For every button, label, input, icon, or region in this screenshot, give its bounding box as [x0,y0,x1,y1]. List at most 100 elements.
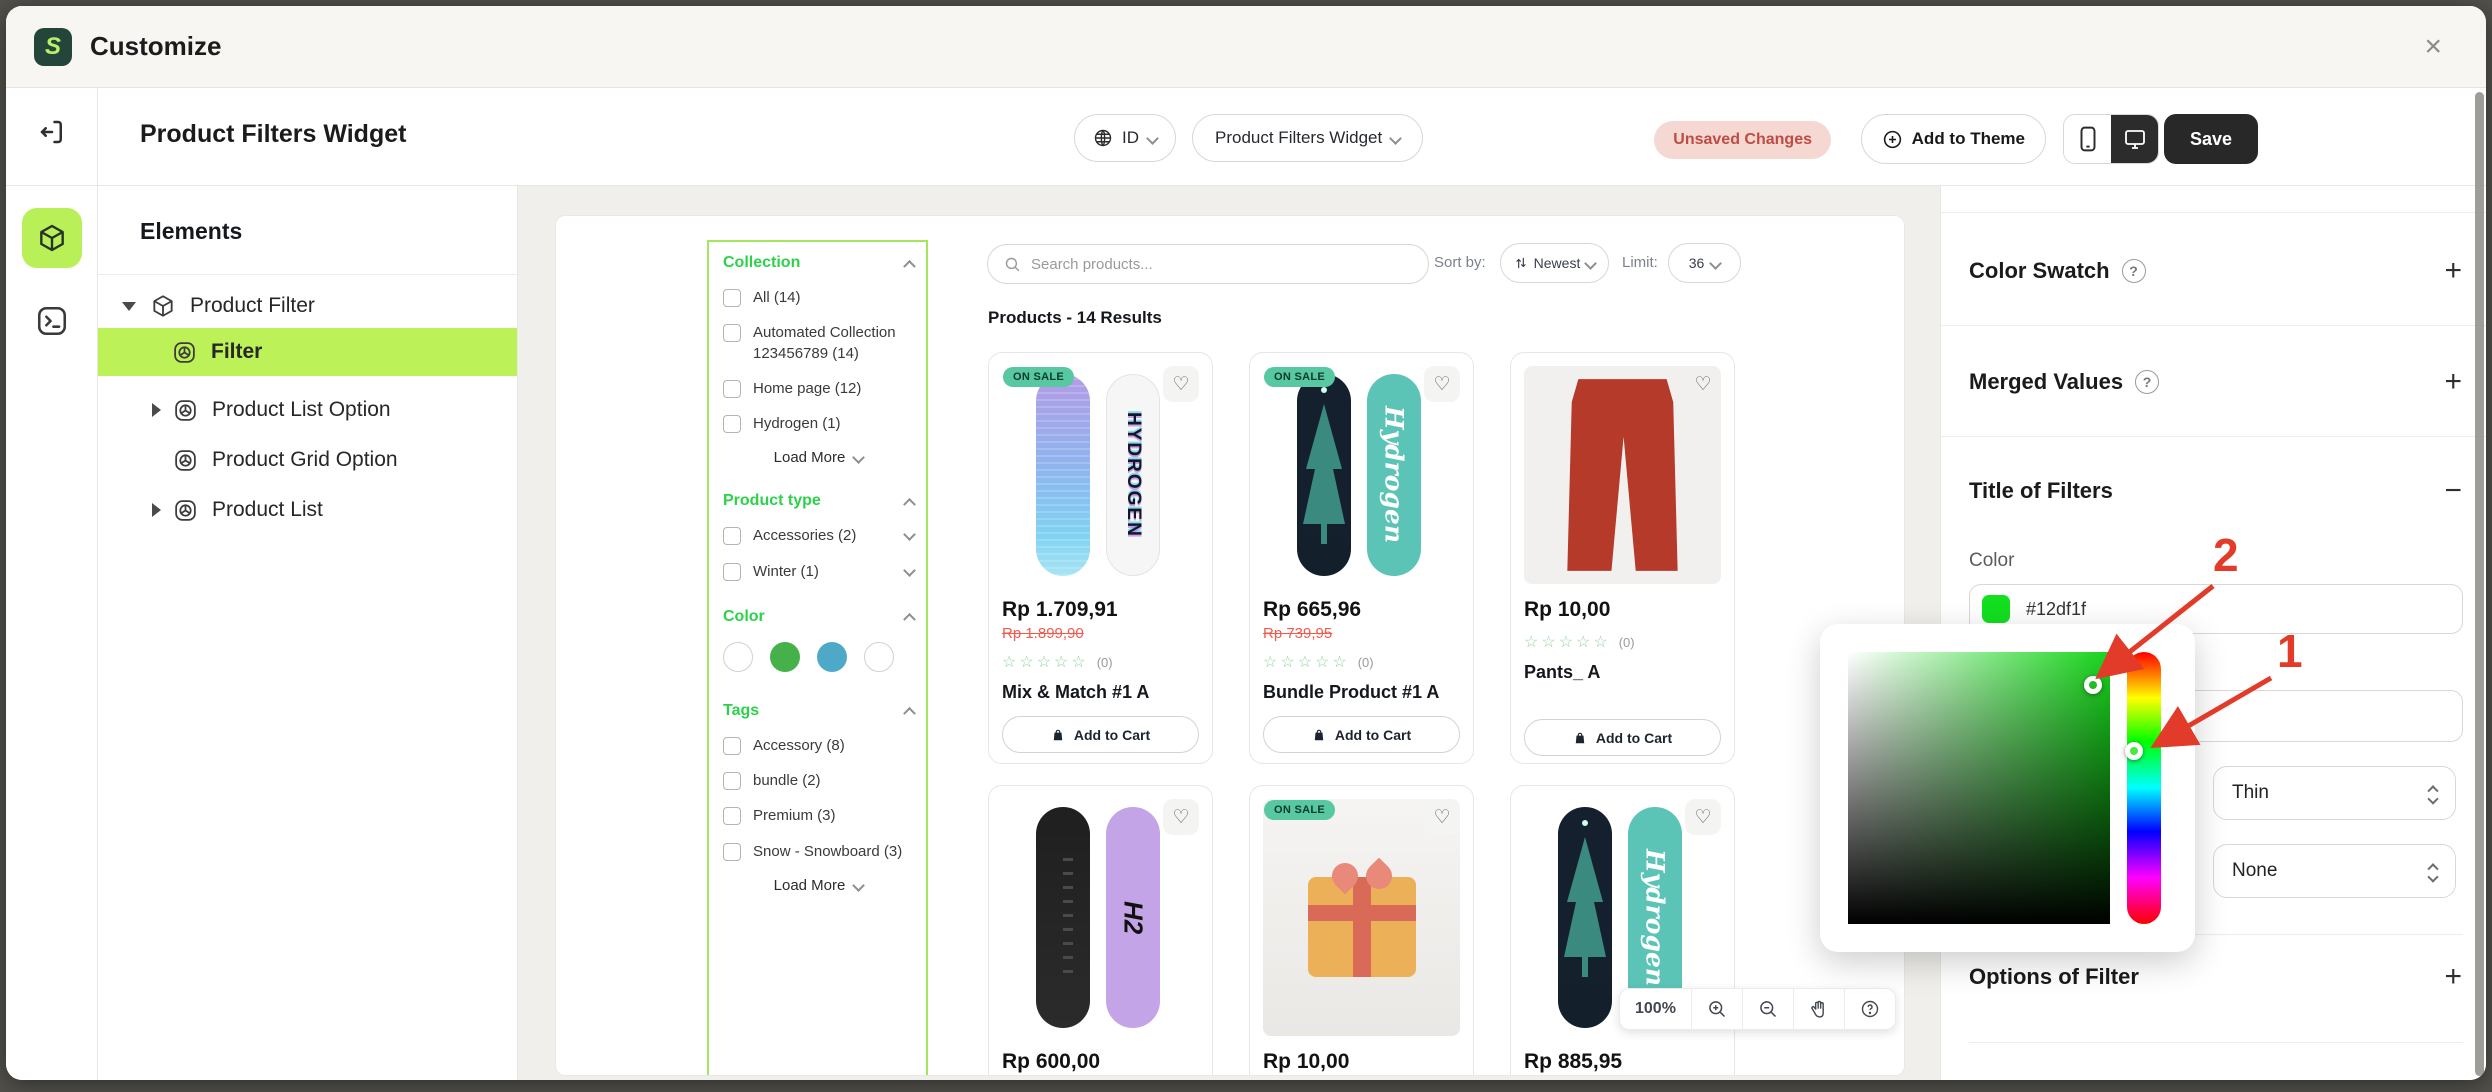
caret-right-icon[interactable] [152,503,161,517]
collapse-chevron-icon[interactable] [903,497,916,511]
mobile-preview-icon[interactable] [2064,115,2111,163]
section-title-of-filters[interactable]: Title of Filters − [1969,468,2462,514]
collapse-chevron-icon[interactable] [903,613,916,626]
secondary-select[interactable]: None [2213,844,2456,898]
device-preview-toggle[interactable] [2063,114,2159,164]
product-title[interactable]: Bundle Product #1 A [1263,682,1440,702]
zoom-out-icon[interactable] [1741,989,1793,1029]
wishlist-heart-icon[interactable]: ♡ [1685,799,1721,835]
product-title[interactable]: Mix & Match #1 A [1002,682,1150,702]
filter-option[interactable]: Winter (1) [723,562,916,582]
search-input[interactable]: Search products... [987,244,1429,284]
expand-icon[interactable]: + [2444,254,2462,287]
elements-tab-icon[interactable] [22,208,82,268]
collapse-chevron-icon[interactable] [903,259,916,273]
tree-item-filter[interactable]: Filter [98,328,517,376]
section-options-of-filter[interactable]: Options of Filter + [1969,954,2462,1000]
section-title: Title of Filters [1969,478,2113,503]
tree-item-product-filter[interactable]: Product Filter [98,286,517,326]
checkbox[interactable] [723,736,741,755]
wishlist-heart-icon[interactable]: ♡ [1694,373,1712,395]
scrollbar[interactable] [2475,92,2484,1076]
chevron-down-icon[interactable] [903,528,916,542]
color-filter-swatch[interactable] [770,641,800,672]
filter-option[interactable]: Accessories (2) [723,526,916,546]
saturation-value-area[interactable] [1848,652,2110,924]
wishlist-heart-icon[interactable]: ♡ [1163,799,1199,835]
load-more-button[interactable]: Load More [723,449,914,466]
select-updown-icon [2427,862,2439,883]
checkbox[interactable] [723,324,741,343]
checkbox[interactable] [723,772,741,790]
on-sale-badge: ON SALE [1264,800,1335,820]
add-to-cart-button[interactable]: Add to Cart [1002,716,1199,753]
load-more-button[interactable]: Load More [723,877,914,894]
section-color-swatch[interactable]: Color Swatch ? + [1969,248,2462,294]
hue-slider[interactable] [2125,652,2161,924]
desktop-preview-icon[interactable] [2111,115,2158,163]
pan-hand-icon[interactable] [1792,989,1844,1029]
product-card[interactable]: ON SALE ♡ HYDROGEN Rp 1.709,91 Rp 1.899,… [988,352,1213,764]
color-filter-swatch[interactable] [864,641,894,672]
zoom-in-icon[interactable] [1690,989,1742,1029]
checkbox[interactable] [723,807,741,826]
filter-option[interactable]: Snow - Snowboard (3) [723,842,914,862]
chevron-down-icon[interactable] [903,563,916,577]
filter-option[interactable]: Automated Collection 123456789 (14) [723,323,914,364]
filter-option[interactable]: Hydrogen (1) [723,414,914,434]
checkbox[interactable] [723,379,741,398]
hue-cursor[interactable] [2125,742,2143,760]
exit-editor-icon[interactable] [30,110,74,154]
tree-item-product-grid-option[interactable]: Product Grid Option [98,440,517,480]
language-id-dropdown[interactable]: ID [1074,114,1176,162]
collapse-icon[interactable]: − [2444,474,2462,507]
collapse-chevron-icon[interactable] [903,707,916,720]
filter-option[interactable]: bundle (2) [723,771,914,791]
help-icon[interactable]: ? [2135,370,2160,394]
checkbox[interactable] [723,842,741,861]
checkbox[interactable] [723,289,741,307]
checkbox[interactable] [723,527,741,546]
caret-down-icon[interactable] [122,301,136,311]
color-field[interactable]: #12df1f [1969,584,2463,634]
wishlist-heart-icon[interactable]: ♡ [1424,799,1460,835]
add-to-cart-button[interactable]: Add to Cart [1524,719,1721,756]
console-tab-icon[interactable] [29,298,75,344]
tree-item-product-list-option[interactable]: Product List Option [98,390,517,430]
help-icon[interactable]: ? [2121,259,2146,283]
product-card[interactable]: ON SALE ♡ Rp 10,00 [1249,785,1474,1075]
color-filter-swatch[interactable] [723,641,753,672]
help-icon[interactable] [1843,989,1895,1029]
color-hex-value[interactable]: #12df1f [2026,598,2087,619]
color-swatch-preview[interactable] [1982,595,2010,623]
save-button[interactable]: Save [2163,114,2258,164]
caret-right-icon[interactable] [152,403,161,417]
color-filter-swatch[interactable] [817,641,847,672]
limit-dropdown[interactable]: 36 [1668,243,1741,283]
expand-icon[interactable]: + [2444,960,2462,993]
filter-option[interactable]: Premium (3) [723,806,914,826]
add-to-cart-button[interactable]: Add to Cart [1263,716,1460,753]
font-style-select[interactable]: Thin [2213,766,2456,820]
product-card[interactable]: ON SALE ♡ Hydrogen Rp 665,96 Rp 739,95 ☆… [1249,352,1474,764]
checkbox[interactable] [723,415,741,433]
saturation-cursor[interactable] [2084,676,2102,694]
wishlist-heart-icon[interactable]: ♡ [1424,366,1460,402]
add-to-theme-button[interactable]: Add to Theme [1860,114,2046,164]
section-merged-values[interactable]: Merged Values ? + [1969,359,2462,405]
product-title[interactable]: Pants_ A [1524,662,1601,682]
wishlist-heart-icon[interactable]: ♡ [1163,366,1199,402]
sort-dropdown[interactable]: Newest [1500,243,1609,283]
checkbox[interactable] [723,562,741,581]
expand-icon[interactable]: + [2444,365,2462,398]
filter-option[interactable]: All (14) [723,288,914,308]
product-card[interactable]: ♡ H2 Rp 600,00 [988,785,1213,1075]
tree-item-product-list[interactable]: Product List [98,490,517,530]
product-card[interactable]: ♡ Hydrogen Rp 885,95 [1510,785,1735,1075]
filter-option[interactable]: Accessory (8) [723,736,914,756]
product-card[interactable]: ♡ Rp 10,00 ☆☆☆☆☆ (0) Pants_ A Add to Cart [1510,352,1735,764]
close-icon[interactable]: × [2424,30,2442,63]
filter-option[interactable]: Home page (12) [723,379,914,399]
results-heading: Products - 14 Results [988,308,1162,327]
widget-selector-dropdown[interactable]: Product Filters Widget [1192,114,1424,162]
